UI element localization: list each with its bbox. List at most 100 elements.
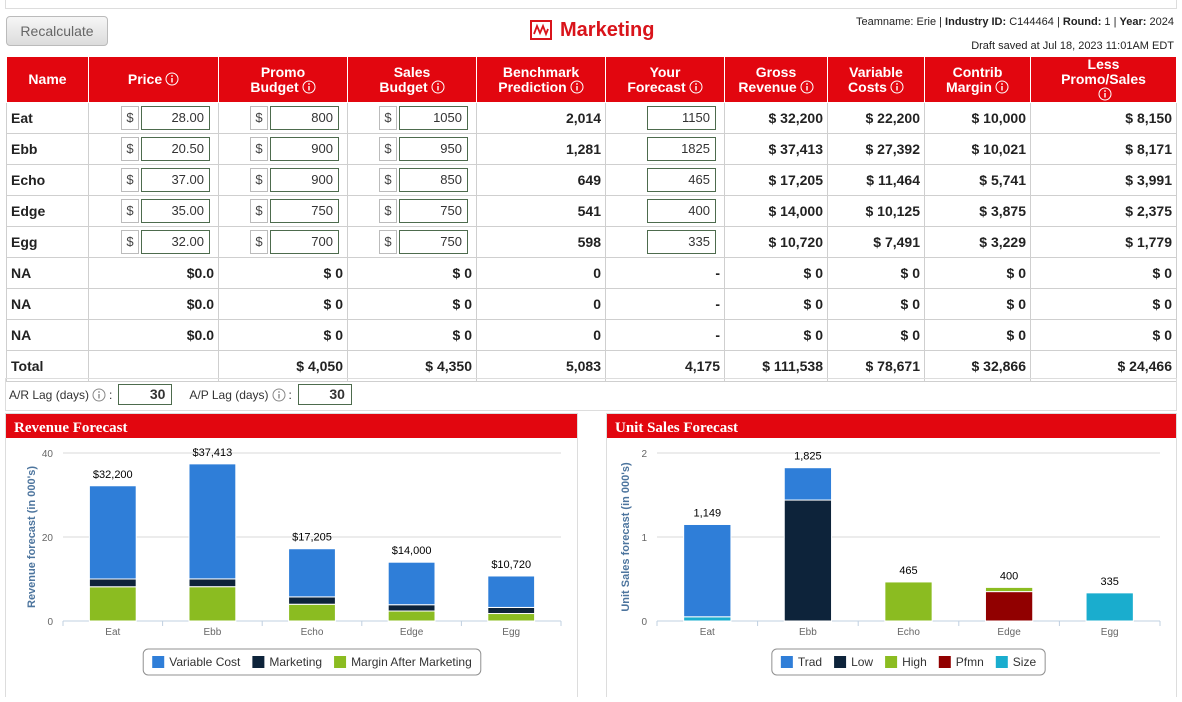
legend-swatch — [252, 656, 265, 668]
bar-segment — [387, 604, 436, 612]
input-field[interactable]: 950 — [399, 137, 468, 161]
input-field[interactable]: 1050 — [399, 106, 468, 130]
input-field[interactable]: 32.00 — [141, 230, 210, 254]
input-group: 400 — [610, 199, 720, 223]
cell-text: $ 10,000 — [971, 110, 1027, 126]
input-field[interactable]: 750 — [399, 230, 468, 254]
y-tick-label: 0 — [47, 617, 53, 628]
input-field[interactable]: 28.00 — [141, 106, 210, 130]
cell-text: $ 3,875 — [979, 203, 1026, 219]
cell-text: $ 11,464 — [866, 172, 920, 188]
cell-text: $ 0 — [1006, 265, 1026, 281]
bar-segment — [487, 606, 536, 615]
input-field[interactable]: 850 — [399, 168, 468, 192]
header-label: Your Forecast — [627, 63, 686, 95]
legend-box — [142, 648, 482, 676]
table-cell: $ 2,375 — [1030, 195, 1177, 227]
input-field[interactable]: 20.50 — [141, 137, 210, 161]
info-circle — [92, 388, 106, 401]
table-cell: $1050 — [347, 102, 477, 134]
table-row: Egg $32.00 $700 $750 598 335 $ 10,720 $ 7,491 $ … — [6, 226, 1177, 258]
legend-label: Size — [1013, 655, 1037, 669]
input-field[interactable]: 37.00 — [141, 168, 210, 192]
bar-segment — [487, 575, 536, 608]
cell-text: Eat — [11, 110, 33, 126]
recalculate-button[interactable]: Recalculate — [6, 16, 108, 46]
table-cell: NA — [6, 288, 89, 320]
bar-segment — [188, 463, 237, 580]
cell-text: 2,014 — [565, 110, 601, 126]
cell-text: Total — [11, 358, 44, 374]
cell-text: $ 37,413 — [768, 141, 824, 157]
legend-label: Marketing — [269, 655, 322, 669]
marketing-table: Name Price Promo Budget Sales Budget Benchma… — [6, 56, 1177, 382]
legend-swatch — [780, 656, 793, 668]
cell-text: $ 0 — [900, 296, 920, 312]
input-field[interactable]: 900 — [270, 137, 339, 161]
legend-label: Margin After Marketing — [351, 655, 472, 669]
table-cell: Egg — [6, 226, 89, 258]
table-cell: $ 5,741 — [924, 164, 1031, 196]
input-field[interactable]: 900 — [270, 168, 339, 192]
table-cell: $750 — [218, 195, 348, 227]
cell-text: Edge — [11, 203, 46, 219]
info-icon — [272, 388, 286, 401]
input-field[interactable]: 1825 — [647, 137, 716, 161]
cell-text: $ 111,538 — [762, 358, 823, 374]
info-dot — [98, 390, 100, 393]
info-dot — [307, 82, 310, 85]
lag-input[interactable]: 30 — [118, 384, 173, 405]
bar-segment — [387, 561, 436, 606]
cell-text: $ 0 — [1152, 296, 1172, 312]
x-tick-label: Edge — [400, 627, 424, 638]
table-cell: $ 22,200 — [827, 102, 925, 134]
lag-input[interactable]: 30 — [297, 384, 352, 405]
input-field[interactable]: 400 — [647, 199, 716, 223]
input-field[interactable]: 750 — [270, 199, 339, 223]
table-cell: 1825 — [605, 133, 725, 165]
table-cell: 0 — [476, 319, 606, 351]
table-cell: $ 0 — [724, 257, 828, 289]
chart-title: Unit Sales Forecast — [615, 420, 738, 436]
bar-segment — [88, 578, 137, 588]
table-cell: $ 0 — [924, 288, 1031, 320]
cell-text: $ 10,021 — [971, 141, 1027, 157]
info-icon — [431, 80, 445, 93]
cell-text: $ 24,466 — [1117, 358, 1173, 374]
table-cell — [88, 350, 219, 382]
input-field[interactable]: 1150 — [647, 106, 716, 130]
table-cell: $37.00 — [88, 164, 219, 196]
bar-segment — [387, 610, 436, 622]
total-label: 335 — [1101, 576, 1119, 588]
header-label: Sales Budget — [379, 63, 431, 95]
y-tick-label: 40 — [42, 449, 54, 460]
input-field[interactable]: 35.00 — [141, 199, 210, 223]
bar-segment — [88, 586, 137, 622]
input-field[interactable]: 700 — [270, 230, 339, 254]
legend-label: Pfmn — [956, 655, 984, 669]
cell-text: 5,083 — [565, 358, 601, 374]
input-group: $750 — [352, 230, 472, 254]
cell-text: $ 8,171 — [1125, 141, 1172, 157]
info-dot — [436, 82, 439, 85]
info-icon — [689, 80, 703, 93]
input-field[interactable]: 465 — [647, 168, 716, 192]
bar-segment — [783, 499, 833, 622]
cell-text: $ 3,229 — [979, 234, 1026, 250]
info-dot — [805, 82, 808, 85]
info-circle — [689, 80, 703, 93]
table-cell: $700 — [218, 226, 348, 258]
info-circle — [570, 80, 584, 93]
cell-text: 0 — [593, 265, 601, 281]
input-field[interactable]: 800 — [270, 106, 339, 130]
table-cell: 541 — [476, 195, 606, 227]
input-field[interactable]: 335 — [647, 230, 716, 254]
cell-text: $ 32,200 — [768, 110, 824, 126]
draft-saved: Draft saved at Jul 18, 2023 11:01AM EDT — [971, 40, 1174, 52]
table-cell: Edge — [6, 195, 89, 227]
team-label: Teamname: — [855, 16, 914, 28]
total-label: $17,205 — [292, 532, 332, 544]
table-cell: - — [605, 257, 725, 289]
cell-text: $ 0 — [803, 265, 823, 281]
input-field[interactable]: 750 — [399, 199, 468, 223]
